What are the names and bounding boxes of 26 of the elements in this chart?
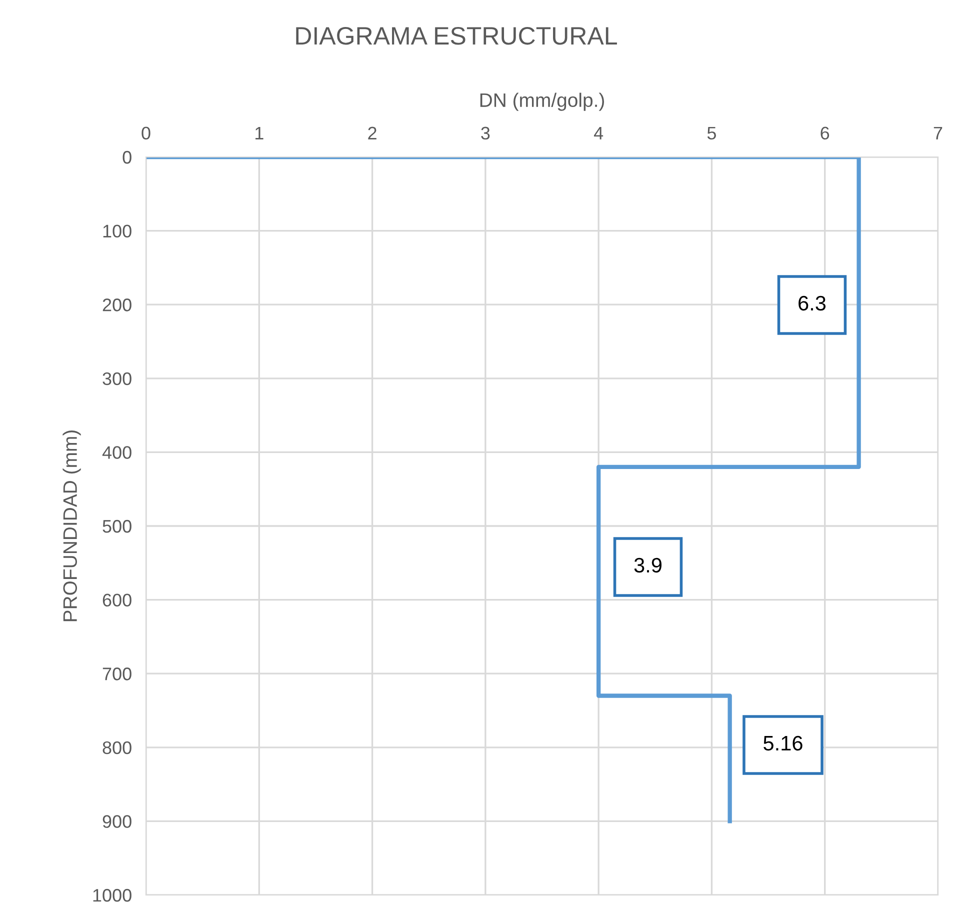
y-tick-label: 500 bbox=[102, 520, 132, 533]
annotation: 3.9 bbox=[634, 558, 662, 573]
x-tick-label: 5 bbox=[707, 126, 716, 140]
y-tick-label: 300 bbox=[102, 372, 132, 386]
y-tick-label: 800 bbox=[102, 741, 132, 754]
y-tick-label: 600 bbox=[102, 594, 132, 607]
x-tick-label: 3 bbox=[481, 126, 490, 140]
y-tick-label: 700 bbox=[102, 668, 132, 680]
y-tick-label: 100 bbox=[103, 224, 132, 238]
y-tick-label: 1000 bbox=[93, 888, 132, 902]
chart-title: DIAGRAMA ESTRUCTURAL bbox=[296, 27, 617, 45]
x-tick-label: 2 bbox=[368, 126, 376, 140]
y-tick-label: 0 bbox=[122, 150, 132, 164]
x-tick-label: 6 bbox=[820, 126, 830, 140]
annotation: 5.16 bbox=[764, 736, 802, 751]
y-tick-label: 400 bbox=[102, 446, 132, 459]
x-tick-label: 1 bbox=[256, 126, 264, 140]
x-tick-label: 7 bbox=[934, 126, 942, 140]
line-series bbox=[146, 157, 861, 824]
y-tick-label: 900 bbox=[102, 815, 132, 828]
y-axis-title: PROFUNDIDAD (mm) bbox=[62, 430, 81, 622]
x-axis-title: DN (mm/golp.) bbox=[480, 92, 604, 111]
y-tick-label: 200 bbox=[102, 298, 132, 312]
x-tick-label: 0 bbox=[142, 126, 150, 140]
annotation: 6.3 bbox=[798, 296, 826, 311]
x-tick-label: 4 bbox=[594, 126, 604, 140]
